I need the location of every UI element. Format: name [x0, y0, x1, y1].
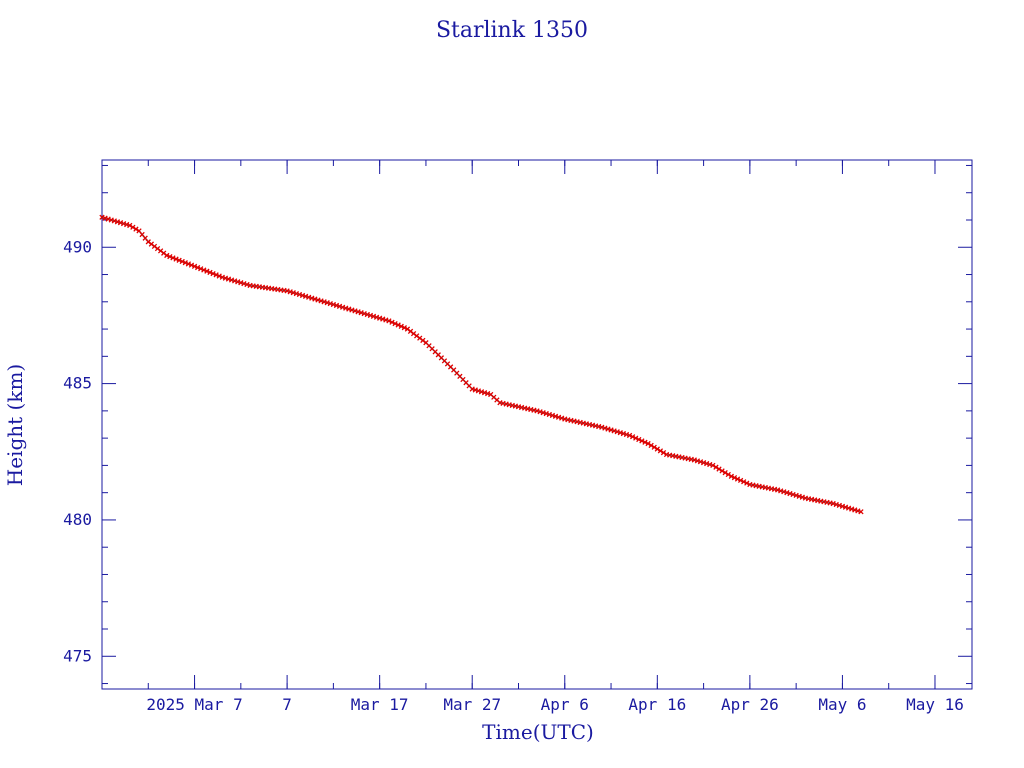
data-point-marker: [182, 260, 188, 266]
data-point-marker: [725, 471, 731, 478]
data-point-marker: [198, 266, 204, 272]
data-point-marker: [731, 475, 738, 481]
x-tick-label: Apr 6: [541, 695, 589, 714]
x-tick-label: 7: [282, 695, 292, 714]
data-point-marker: [395, 322, 401, 328]
x-tick-label: May 6: [818, 695, 866, 714]
data-point-marker: [179, 258, 185, 265]
data-point-marker: [194, 264, 201, 271]
data-point-marker: [660, 450, 667, 456]
series-group: [99, 214, 864, 515]
data-point-marker: [210, 270, 216, 277]
data-point-marker: [629, 434, 636, 440]
data-point-marker: [626, 432, 633, 439]
x-tick-label: 2025 Mar 7: [146, 695, 242, 714]
data-point-marker: [127, 222, 133, 229]
axis-ticks: [101, 160, 972, 689]
y-tick-label: 490: [63, 237, 92, 256]
data-point-marker: [164, 252, 170, 259]
data-point-marker: [651, 444, 657, 450]
x-axis-label: Time(UTC): [482, 720, 594, 744]
x-tick-label: Mar 27: [443, 695, 501, 714]
x-tick-label: Apr 26: [721, 695, 779, 714]
data-point-marker: [657, 448, 664, 454]
data-point-marker: [654, 446, 660, 452]
y-tick-label: 485: [63, 374, 92, 393]
data-point-marker: [386, 318, 392, 324]
data-point-marker: [130, 224, 136, 230]
data-point-marker: [642, 439, 648, 445]
data-point-marker: [216, 273, 222, 279]
y-tick-label: 480: [63, 510, 92, 529]
data-point-marker: [401, 325, 407, 331]
chart-title: Starlink 1350: [436, 18, 588, 43]
data-point-marker: [713, 464, 719, 470]
data-point-marker: [133, 226, 139, 232]
series-line: [101, 216, 862, 513]
data-point-marker: [389, 319, 395, 325]
x-tick-labels: 2025 Mar 7 7 Mar 17 Mar 27 Apr 6 Apr 16 Apr 26…: [146, 695, 963, 714]
x-tick-label: Mar 17: [351, 695, 409, 714]
data-point-marker: [170, 255, 176, 261]
data-point-marker: [173, 256, 179, 262]
data-point-marker: [737, 477, 744, 484]
data-point-marker: [719, 468, 725, 474]
data-point-marker: [213, 272, 219, 278]
data-point-marker: [710, 462, 716, 469]
data-point-marker: [636, 436, 642, 443]
data-point-marker: [639, 438, 645, 444]
data-point-marker: [633, 435, 639, 441]
data-point-marker: [398, 323, 404, 329]
data-point-marker: [191, 263, 198, 270]
data-point-marker: [167, 253, 173, 260]
plot-frame: [101, 159, 973, 690]
y-axis-label: Height (km): [3, 364, 27, 486]
data-point-marker: [858, 509, 864, 515]
data-point-marker: [734, 476, 741, 482]
data-point-marker: [716, 466, 722, 472]
data-point-marker: [722, 470, 728, 476]
data-point-marker: [741, 479, 747, 485]
data-point-marker: [648, 442, 654, 449]
data-point-marker: [744, 480, 750, 486]
data-point-marker: [645, 440, 651, 447]
x-tick-label: Apr 16: [628, 695, 686, 714]
data-point-marker: [207, 269, 213, 276]
data-point-marker: [728, 473, 735, 479]
data-point-marker: [392, 320, 398, 327]
data-point-marker: [185, 261, 192, 267]
data-point-marker: [188, 262, 195, 268]
data-point-marker: [176, 257, 182, 263]
data-point-marker: [204, 268, 210, 274]
y-tick-label: 475: [63, 646, 92, 665]
y-tick-labels: 475 480 485 490: [63, 237, 92, 665]
x-tick-label: May 16: [906, 695, 964, 714]
data-point-marker: [201, 267, 207, 273]
